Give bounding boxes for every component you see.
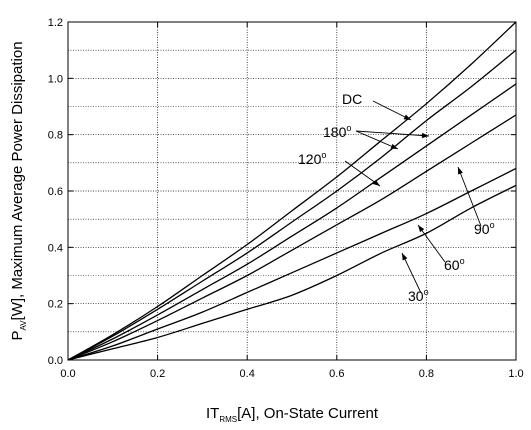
x-tick-label: 1.0 <box>508 368 523 380</box>
120-arrow-arrowhead <box>372 179 380 186</box>
annotation-dc: DC <box>342 91 362 107</box>
x-tick-label: 0.6 <box>329 368 344 380</box>
180-arrow-1-arrowhead <box>390 143 398 149</box>
series-line-60 <box>67 167 517 361</box>
series-lines <box>67 21 517 361</box>
dc-arrow-arrowhead <box>403 114 411 120</box>
annotation-labels: DC 180o 120o 90o 60o 30o <box>298 91 495 304</box>
90-arrow-leader <box>457 166 482 227</box>
60-arrow-arrowhead <box>418 225 425 233</box>
annotation-arrows <box>344 100 482 294</box>
series-line-120 <box>67 83 517 361</box>
90-arrow-arrowhead <box>458 167 463 175</box>
180-arrow-2-leader <box>355 130 430 137</box>
180-arrow-2-arrowhead <box>421 132 429 139</box>
60-arrow-leader <box>417 224 446 263</box>
dc-arrow-leader <box>372 100 412 121</box>
120-arrow-leader <box>344 160 381 187</box>
x-tick-label: 0.4 <box>240 368 255 380</box>
series-line-180 <box>67 49 517 361</box>
series-line-30 <box>67 184 517 361</box>
annotation-60: 60o <box>444 256 465 273</box>
x-axis-title: ITRMS[A], On-State Current <box>206 405 379 424</box>
y-tick-label: 0.6 <box>48 186 63 198</box>
y-axis-title: PAV[W], Maximum Average Power Dissipatio… <box>9 41 28 340</box>
annotation-30: 30o <box>408 287 429 304</box>
y-tick-label: 0.4 <box>48 242 63 254</box>
30-arrow-arrowhead <box>402 253 408 261</box>
annotation-180: 180o <box>323 123 351 140</box>
x-tick-label: 0.2 <box>150 368 165 380</box>
annotation-90: 90o <box>474 220 495 237</box>
series-line-90 <box>67 114 517 361</box>
180-arrow-1-leader <box>355 130 399 150</box>
x-tick-label: 0.0 <box>60 368 75 380</box>
series-line-dc <box>67 21 517 361</box>
tick-labels: 0.0 0.2 0.4 0.6 0.8 1.0 0.0 0.2 0.4 0.6 0.8 1.0 1.2 <box>48 17 524 380</box>
minor-grid <box>68 49 516 333</box>
y-tick-label: 1.0 <box>48 73 63 85</box>
y-tick-label: 0.2 <box>48 299 63 311</box>
y-tick-label: 0.8 <box>48 130 63 142</box>
y-tick-label: 0.0 <box>48 355 63 367</box>
major-grid <box>68 22 516 360</box>
x-tick-label: 0.8 <box>419 368 434 380</box>
y-tick-label: 1.2 <box>48 17 63 29</box>
30-arrow-leader <box>401 252 422 294</box>
annotation-120: 120o <box>298 150 326 167</box>
